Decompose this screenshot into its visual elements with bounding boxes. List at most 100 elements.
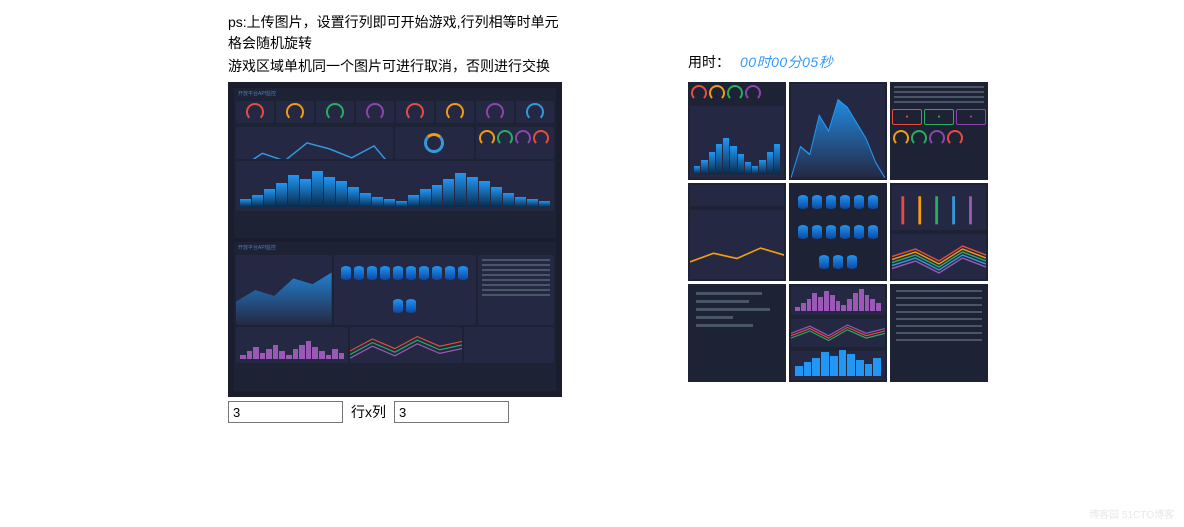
cylinder-icon <box>393 266 403 280</box>
cylinder-icon <box>393 299 403 313</box>
gauge <box>316 101 354 123</box>
hist-bar <box>801 303 806 311</box>
hist-bar <box>812 293 817 311</box>
puzzle-tile[interactable] <box>688 183 786 281</box>
puzzle-tile[interactable] <box>789 183 887 281</box>
dashboard-title: 开放平台API监控 <box>234 88 556 99</box>
hist-bar <box>841 305 846 311</box>
table-row <box>482 289 551 291</box>
cylinder-icon <box>826 225 836 239</box>
hist-bar <box>299 345 305 359</box>
timer-label: 用时： <box>688 52 730 72</box>
mini-donut-icon <box>533 130 549 146</box>
gauge-icon <box>727 85 743 101</box>
tile-content <box>688 82 786 180</box>
cylinder-icon <box>354 266 364 280</box>
tile-content <box>890 284 988 382</box>
hist-bar <box>260 353 266 359</box>
area-panel <box>236 127 393 159</box>
bar <box>804 362 812 376</box>
hist-bar <box>847 299 852 311</box>
hist-bar <box>865 295 870 311</box>
table-row <box>482 284 551 286</box>
bar <box>701 160 707 174</box>
bar <box>252 195 263 207</box>
hist-bar <box>853 293 858 311</box>
hist-bar <box>293 349 299 359</box>
donut-icon <box>424 133 444 153</box>
cylinder-icon <box>419 266 429 280</box>
bar <box>694 166 700 174</box>
hist-bar <box>332 349 338 359</box>
source-image-preview[interactable]: 开放平台API监控 开放平台API监控 <box>228 82 562 397</box>
grid-controls: 行x列 <box>228 401 568 423</box>
table-row <box>896 297 982 299</box>
hbar <box>696 324 753 327</box>
instructions-line2: 游戏区域单机同一个图片可进行取消，否则进行交换 <box>228 56 568 76</box>
bar <box>288 175 299 207</box>
table-row <box>482 294 551 296</box>
dashboard-top: 开放平台API监控 <box>234 88 556 238</box>
cylinder-icon <box>826 195 836 209</box>
puzzle-tile[interactable] <box>688 82 786 180</box>
hist-bar <box>247 351 253 359</box>
bar <box>730 146 736 174</box>
cylinder-icon <box>847 255 857 269</box>
gauge-icon <box>911 130 927 146</box>
tile-content <box>688 284 786 382</box>
bar <box>865 364 873 376</box>
gauge-icon <box>709 85 725 101</box>
watermark: 博客园 51CTO博客 <box>1089 506 1174 521</box>
bar <box>360 193 371 207</box>
puzzle-tile[interactable] <box>890 284 988 382</box>
gauge-icon <box>745 85 761 101</box>
stat-row <box>894 96 984 98</box>
bar <box>847 354 855 376</box>
table-row <box>896 318 982 320</box>
table-row <box>482 269 551 271</box>
gauge <box>276 101 314 123</box>
bar <box>759 160 765 174</box>
cylinder-icon <box>341 266 351 280</box>
bar <box>372 197 383 207</box>
bar <box>432 185 443 207</box>
mini-donut-icon <box>497 130 513 146</box>
bar <box>539 201 550 207</box>
multi-line-icon <box>892 234 986 279</box>
info-panel <box>464 327 554 363</box>
table-row <box>896 290 982 292</box>
bar <box>384 199 395 207</box>
puzzle-tile[interactable] <box>789 82 887 180</box>
bar <box>312 171 323 207</box>
bar <box>479 181 490 207</box>
bar <box>336 181 347 207</box>
tile-content <box>890 183 988 281</box>
rows-input[interactable] <box>228 401 343 423</box>
cylinder-icon <box>868 225 878 239</box>
bar <box>527 199 538 207</box>
area-wave-icon <box>240 131 389 159</box>
hist-bar <box>306 341 312 359</box>
dashboard-title-bottom: 开放平台API监控 <box>234 242 556 253</box>
multi-wave-icon <box>350 327 462 363</box>
cols-input[interactable] <box>394 401 509 423</box>
puzzle-tile[interactable] <box>789 284 887 382</box>
bar <box>752 166 758 174</box>
puzzle-tile[interactable]: ●●● <box>890 82 988 180</box>
tile-content: ●●● <box>890 82 988 180</box>
puzzle-tile[interactable] <box>890 183 988 281</box>
hist-bar <box>266 349 272 359</box>
bar <box>795 366 803 376</box>
cylinder-icon <box>819 255 829 269</box>
area-chart-icon <box>791 84 885 178</box>
mini-donut-icon <box>479 130 495 146</box>
bar <box>723 138 729 174</box>
table-row <box>896 332 982 334</box>
table-row <box>482 279 551 281</box>
gradient-area-icon <box>236 255 332 325</box>
gauge <box>516 101 554 123</box>
cylinders-panel <box>334 255 476 325</box>
table-row <box>482 264 551 266</box>
bar <box>276 183 287 207</box>
puzzle-tile[interactable] <box>688 284 786 382</box>
